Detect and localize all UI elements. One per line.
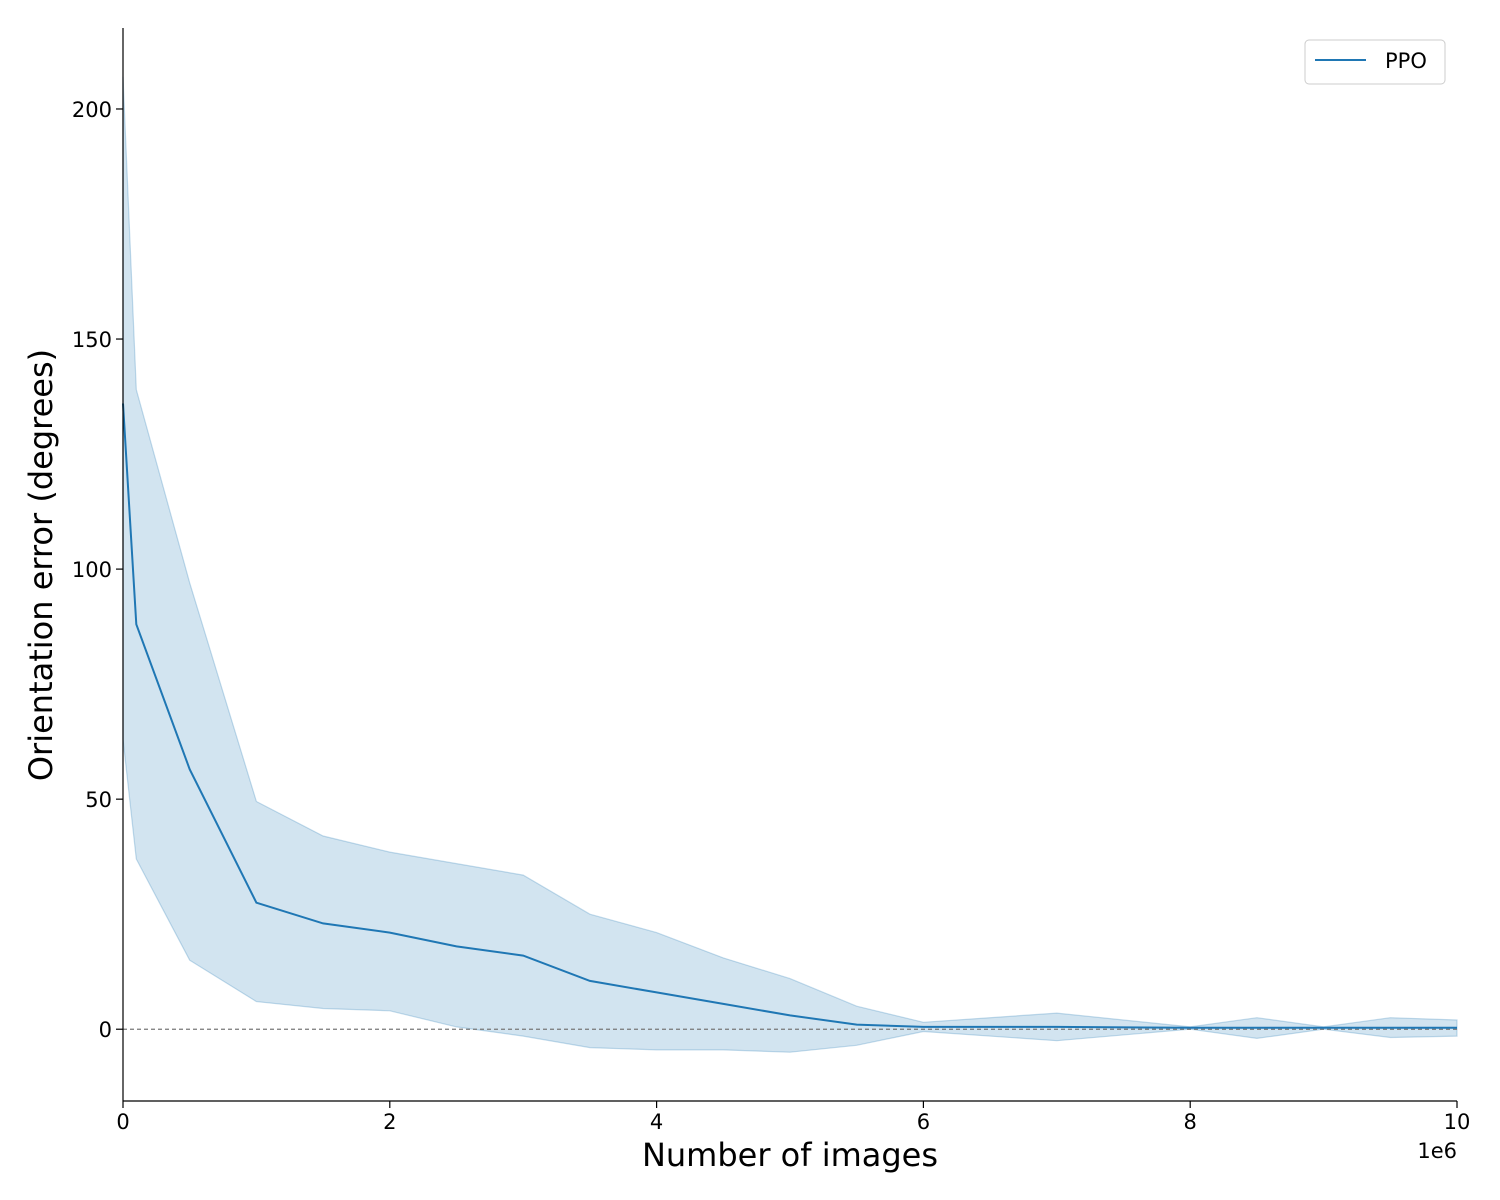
- x-offset-label: 1e6: [1417, 1139, 1457, 1163]
- legend: PPO: [1304, 39, 1446, 85]
- y-tick-label: 50: [85, 788, 112, 812]
- y-tick-label: 200: [72, 98, 112, 122]
- legend-label-ppo: PPO: [1385, 49, 1427, 73]
- y-tick-label: 150: [72, 328, 112, 352]
- x-tick-label: 0: [116, 1110, 129, 1134]
- ppo-series-line: [122, 403, 1457, 1029]
- x-axis-label: Number of images: [642, 1136, 938, 1174]
- x-tick-label: 4: [650, 1110, 663, 1134]
- legend-box: [1304, 39, 1446, 85]
- y-tick-label: 100: [72, 558, 112, 582]
- x-axis: 0 2 4 6 8 10: [116, 1100, 1471, 1134]
- x-tick-label: 2: [383, 1110, 396, 1134]
- x-tick-label: 10: [1444, 1110, 1471, 1134]
- x-tick-label: 8: [1184, 1110, 1197, 1134]
- x-tick-label: 6: [917, 1110, 930, 1134]
- y-tick-label: 0: [99, 1018, 112, 1042]
- y-axis: 0 50 100 150 200: [72, 28, 124, 1101]
- y-axis-label: Orientation error (degrees): [22, 349, 60, 781]
- plot-area: [122, 76, 1458, 1053]
- ppo-confidence-band: [122, 76, 1458, 1053]
